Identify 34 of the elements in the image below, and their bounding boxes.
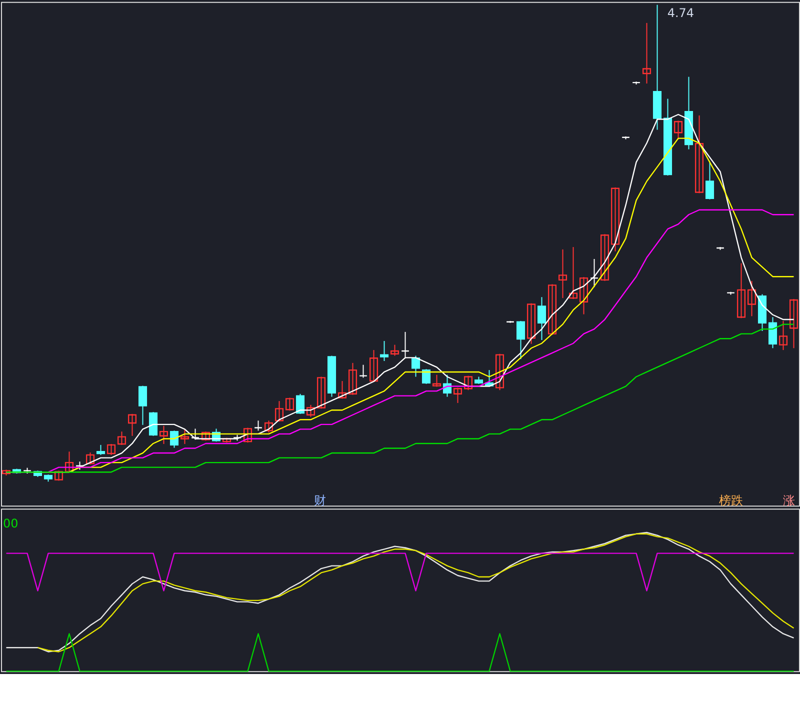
candlestick [138,385,148,426]
candlestick [44,474,53,482]
candlestick [285,397,294,412]
candlestick [180,429,190,444]
candlestick [621,136,630,140]
candlestick [254,420,263,432]
candlestick [159,425,168,444]
candlestick [96,444,106,456]
candlestick [642,22,652,84]
candlestick [390,344,400,356]
candlestick [453,387,462,404]
candlestick [432,374,442,388]
candlestick [369,350,378,382]
annotation: 4.74 [667,6,694,20]
candlestick [558,248,568,299]
candlestick [190,428,200,440]
candlestick [726,291,736,296]
text: 榜跌 [719,494,744,508]
candlestick [117,431,126,446]
text: 财 [314,494,326,508]
candlestick [632,81,641,85]
candlestick [716,246,725,250]
candlestick [526,302,536,344]
candlestick [590,258,599,288]
text: 涨 [783,494,796,508]
candlestick [358,364,368,378]
candlestick [380,340,389,362]
text: 00 [2,516,18,531]
candlestick [316,376,326,410]
candlestick [516,320,526,360]
candlestick [537,296,546,341]
candlestick [327,355,336,398]
candlestick [400,331,410,359]
candlestick [778,320,788,351]
